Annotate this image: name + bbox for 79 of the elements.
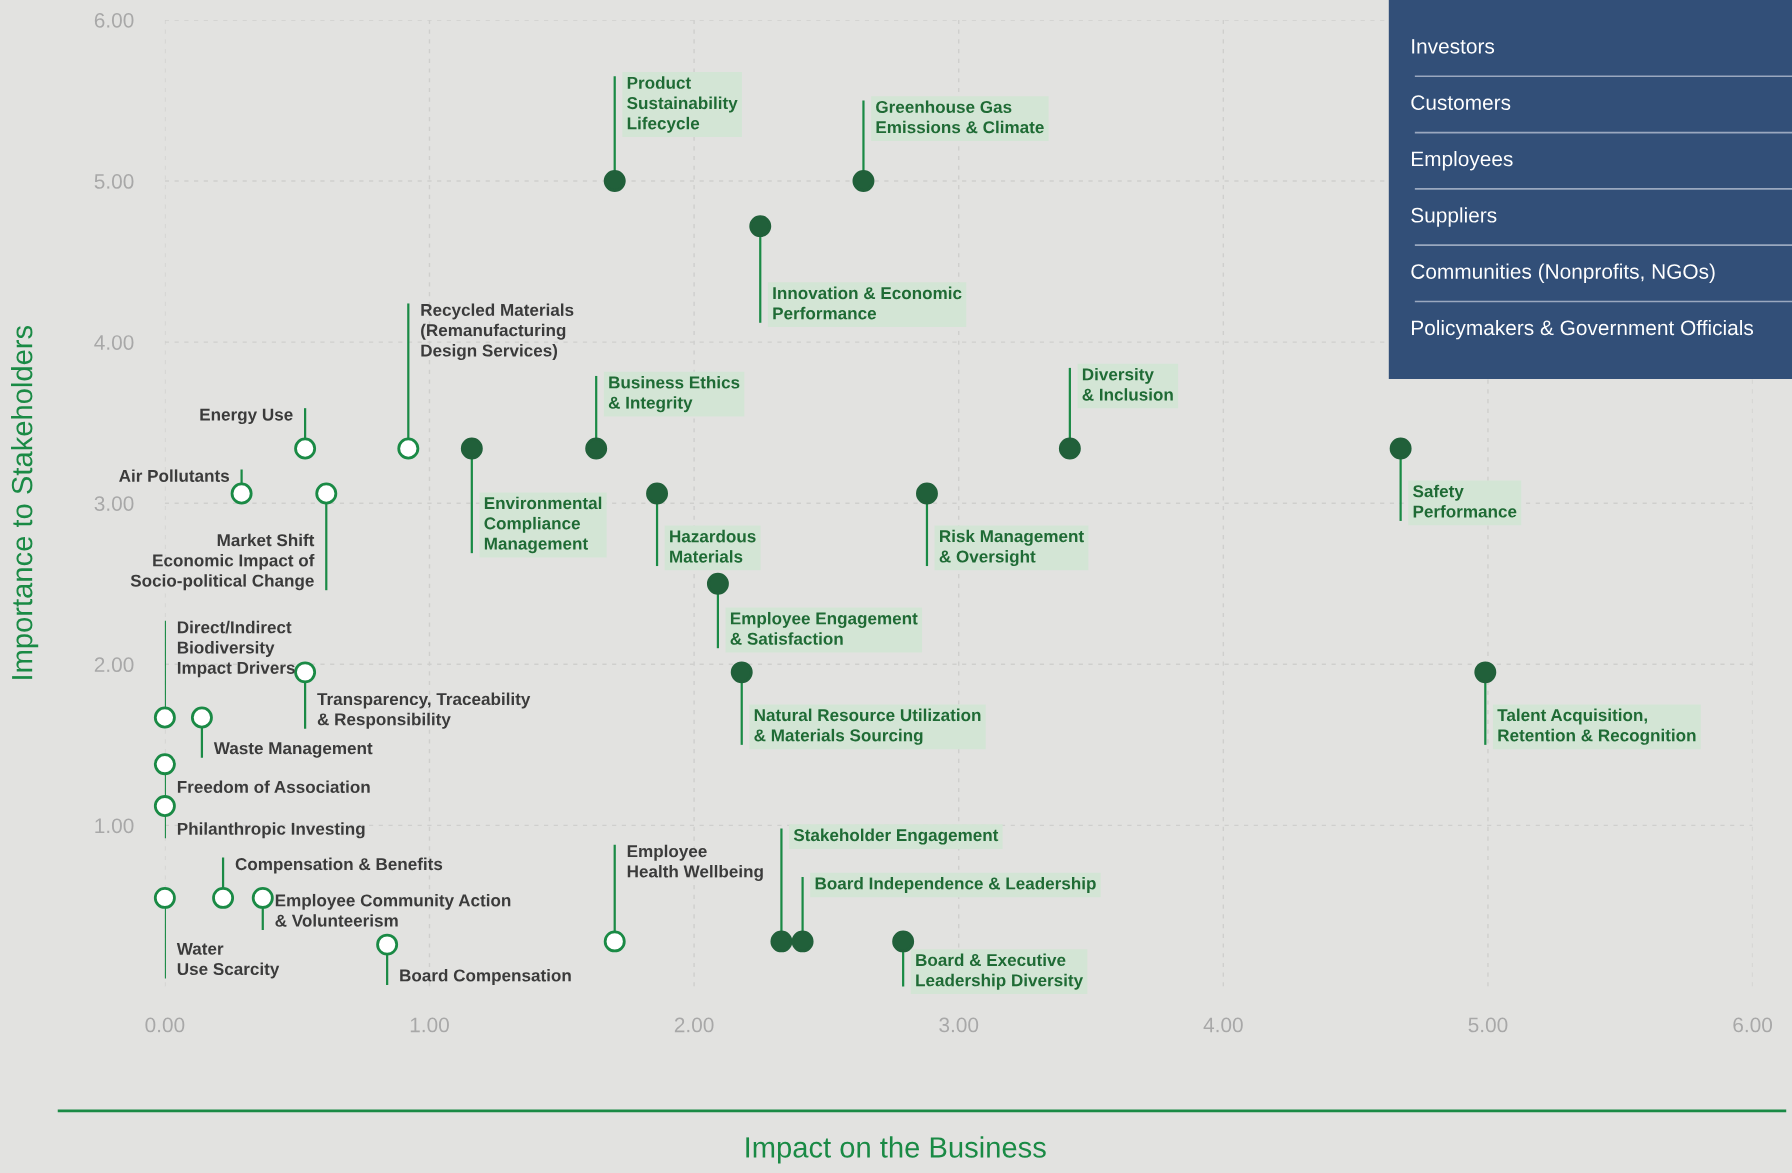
x-tick-label: 0.00: [145, 1017, 185, 1033]
x-tick-label: 4.00: [1203, 1017, 1243, 1033]
data-label: Greenhouse Gas Emissions & Climate: [876, 100, 1044, 134]
point: [1474, 661, 1497, 684]
point: [315, 482, 338, 505]
point: [749, 215, 772, 238]
point: [791, 930, 814, 953]
x-tick-label: 5.00: [1468, 1017, 1508, 1033]
point: [153, 886, 176, 909]
data-label: Water Use Scarcity: [176, 942, 280, 979]
data-label: Stakeholder Engagement: [793, 828, 999, 845]
point: [603, 930, 626, 953]
x-tick-label: 1.00: [410, 1017, 449, 1033]
data-label: Business Ethics & Integrity: [608, 375, 740, 413]
annotation: Suppliers: [1411, 207, 1497, 227]
point: [460, 437, 483, 460]
data-label: Philanthropic Investing: [177, 822, 365, 839]
data-label: Air Pollutants: [119, 469, 229, 482]
y-tick-label: 2.00: [94, 657, 134, 673]
point: [1389, 437, 1412, 460]
data-label: Board Independence & Leadership: [815, 876, 1096, 893]
data-label: Transparency, Traceability & Responsibility: [317, 692, 531, 729]
point: [294, 437, 317, 460]
x-axis-title: Impact on the Business: [746, 1136, 1046, 1164]
data-label: Hazardous Materials: [670, 529, 756, 563]
x-tick-label: 2.00: [674, 1017, 714, 1033]
data-label: Market Shift Economic Impact of Socio-political Change: [130, 533, 315, 591]
point: [153, 706, 176, 729]
point: [376, 933, 399, 956]
point: [294, 661, 317, 684]
y-tick-label: 5.00: [94, 174, 134, 189]
y-tick-label: 6.00: [94, 12, 134, 28]
data-label: Waste Management: [213, 742, 373, 758]
y-tick-label: 3.00: [94, 496, 134, 511]
point: [852, 170, 875, 192]
point: [153, 795, 176, 818]
annotation: Communities (Nonprofits, NGOs): [1411, 263, 1715, 284]
point: [230, 482, 253, 505]
point: [251, 886, 274, 909]
data-label: Direct/Indirect Biodiversity Impact Drivers: [177, 620, 295, 678]
point: [397, 437, 420, 460]
point: [585, 437, 608, 460]
x-tick-label: 3.00: [939, 1017, 979, 1033]
data-label: Diversity & Inclusion: [1082, 367, 1173, 401]
point: [603, 170, 626, 192]
point: [770, 930, 793, 953]
annotation: Customers: [1411, 95, 1511, 110]
data-label: Board & Executive Leadership Diversity: [916, 953, 1084, 990]
point: [190, 706, 213, 729]
data-label: Environmental Compliance Management: [484, 496, 602, 554]
data-label: Board Compensation: [400, 968, 571, 985]
point: [892, 930, 915, 953]
data-label: Natural Resource Utilization & Materials Sourcing: [754, 708, 981, 745]
annotation: Employees: [1412, 150, 1513, 171]
data-label: Freedom of Association: [177, 780, 370, 794]
data-label: Employee Engagement & Satisfaction: [730, 611, 918, 645]
data-label: Compensation & Benefits: [235, 857, 443, 874]
point: [1058, 437, 1081, 460]
y-tick-label: 1.00: [95, 818, 134, 834]
point: [212, 886, 235, 909]
data-label: Energy Use: [200, 408, 293, 425]
annotation: Investors: [1412, 39, 1495, 54]
data-label: Recycled Materials (Remanufacturing Design Services): [421, 303, 574, 361]
data-label: Talent Acquisition, Retention & Recognition: [1497, 708, 1696, 745]
annotation: Policymakers & Government Officials: [1412, 319, 1754, 340]
y-tick-label: 4.00: [94, 335, 134, 350]
data-label: Employee Community Action & Volunteerism: [275, 893, 511, 927]
data-label: Innovation & Economic Performance: [773, 286, 962, 320]
data-label: Product Sustainability Lifecycle: [627, 76, 738, 133]
point: [153, 753, 176, 776]
y-axis-title: Importance to Stakeholders: [11, 325, 39, 679]
point: [646, 482, 669, 505]
point: [730, 661, 753, 684]
point: [916, 482, 938, 505]
x-tick-label: 6.00: [1733, 1017, 1773, 1033]
data-label: Safety Performance: [1413, 484, 1517, 518]
point: [706, 572, 729, 595]
data-label: Employee Health Wellbeing: [627, 844, 763, 881]
data-label: Risk Management & Oversight: [939, 529, 1084, 567]
